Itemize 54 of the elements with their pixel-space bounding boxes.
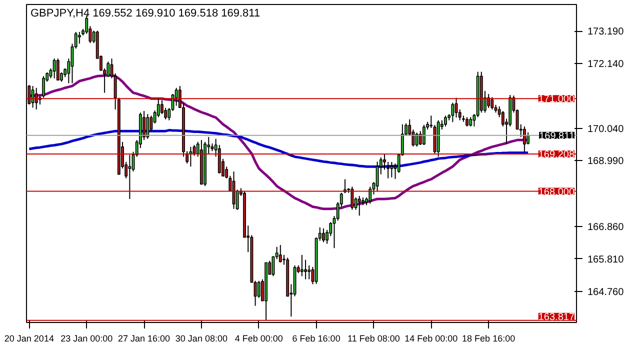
ref-line-label: 163.817 xyxy=(538,312,575,323)
y-tick-label: 172.140 xyxy=(588,58,624,70)
candlestick xyxy=(376,161,379,192)
candlestick xyxy=(451,102,454,123)
x-tick-label: 27 Jan 16:00 xyxy=(118,334,170,344)
candlestick xyxy=(300,254,304,277)
candlestick xyxy=(308,264,311,280)
candlestick xyxy=(304,259,308,280)
y-tick-label: 165.810 xyxy=(588,254,624,266)
y-tick-label: 166.860 xyxy=(588,222,624,233)
candlestick xyxy=(128,154,132,200)
candlestick xyxy=(526,132,530,145)
candlestick xyxy=(415,132,418,148)
candlestick xyxy=(56,58,60,81)
candlestick xyxy=(78,31,81,44)
candlestick xyxy=(422,124,426,146)
candlestick xyxy=(469,116,472,127)
candlestick xyxy=(146,114,150,140)
candlestick xyxy=(383,154,386,170)
candlestick xyxy=(466,116,469,127)
candlestick xyxy=(34,87,38,110)
candlestick xyxy=(490,96,494,110)
x-tick-label: 4 Feb 00:00 xyxy=(234,334,283,344)
candlestick xyxy=(390,161,394,178)
candlestick xyxy=(358,195,361,216)
y-tick-label: 168.990 xyxy=(588,156,624,168)
candlestick xyxy=(174,87,178,106)
candlestick xyxy=(444,115,447,127)
x-tick-label: 6 Feb 16:00 xyxy=(292,334,340,344)
ref-line-label: 168.000 xyxy=(538,186,575,198)
x-tick-label: 18 Feb 16:00 xyxy=(462,334,516,344)
candlestick xyxy=(350,186,354,210)
candlestick xyxy=(42,76,46,98)
x-tick-label: 14 Feb 00:00 xyxy=(404,334,458,344)
candlestick xyxy=(322,228,325,243)
x-tick-label: 11 Feb 08:00 xyxy=(348,334,400,344)
y-tick-label: 164.760 xyxy=(588,286,624,298)
x-tick-label: 20 Jan 2014 xyxy=(4,334,54,344)
ref-line-label: 169.208 xyxy=(538,149,575,160)
candlestick xyxy=(192,144,196,156)
y-tick-label: 173.190 xyxy=(588,26,624,38)
candlestick xyxy=(257,280,260,298)
candlestick xyxy=(368,186,372,204)
candlestick xyxy=(278,244,282,263)
candlestick xyxy=(52,58,56,79)
chart-title: GBPJPY,H4 169.552 169.910 169.518 169.811 xyxy=(30,8,260,20)
candlestick xyxy=(418,130,422,146)
x-tick-label: 23 Jan 00:00 xyxy=(60,334,113,344)
candlestick xyxy=(142,110,146,141)
candlestick xyxy=(31,86,34,108)
ref-line-label: 169.811 xyxy=(539,130,575,142)
y-tick-label: 170.040 xyxy=(588,124,624,135)
x-tick-label: 30 Jan 08:00 xyxy=(175,334,228,344)
candlestick xyxy=(522,126,526,152)
